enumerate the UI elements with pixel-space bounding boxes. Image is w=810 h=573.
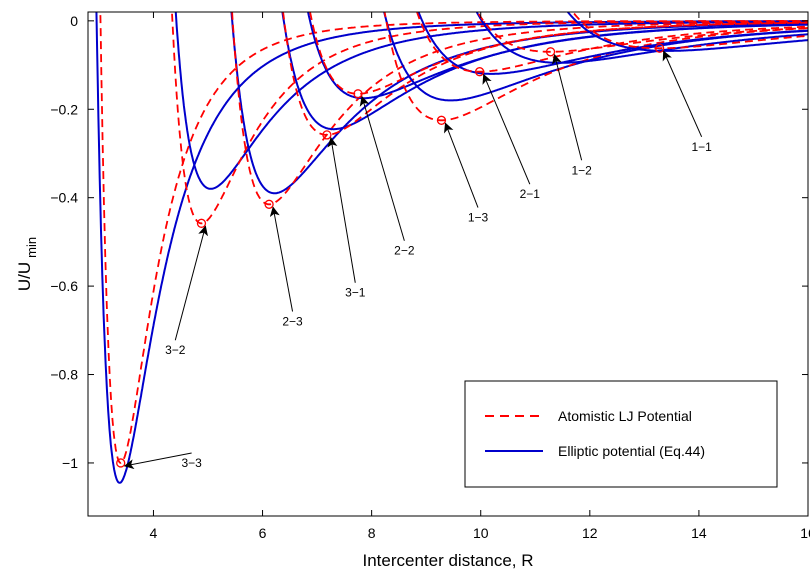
- ticks-group: 4 6 8 10 12 14 16 0 −0.2 −0.4 −0.6 −0.8 −1: [50, 12, 810, 541]
- lj-minimum-marker: [353, 89, 363, 99]
- elliptic-curve: [174, 12, 808, 190]
- annotation-arrow: [551, 53, 583, 161]
- elliptic-curve: [383, 12, 808, 102]
- annotation-label: 2−3: [282, 314, 303, 328]
- annotation-label: 2−1: [520, 187, 541, 201]
- y-tick-label: −1: [62, 455, 78, 471]
- lj-minimum-marker: [264, 199, 274, 209]
- annotation-arrow: [444, 122, 479, 208]
- annotation-label: 1−2: [571, 163, 592, 177]
- lj-minimum-marker: [545, 47, 556, 57]
- lj-curve: [309, 12, 808, 95]
- x-tick-label: 12: [582, 525, 598, 541]
- legend-box: [464, 380, 778, 488]
- x-axis-label: Intercenter distance, R: [362, 551, 533, 570]
- y-axis-label-group: U/U min: [15, 237, 39, 291]
- lj-minimum-marker: [436, 115, 447, 125]
- elliptic-curve: [475, 12, 808, 64]
- elliptic-curve: [566, 12, 808, 52]
- annotation-label: 2−2: [394, 244, 415, 258]
- annotation-label: 1−1: [691, 140, 712, 154]
- x-tick-label: 14: [691, 525, 707, 541]
- annotation-arrow: [359, 95, 405, 241]
- lj-minimum-marker: [474, 67, 485, 77]
- x-tick-label: 4: [150, 525, 158, 541]
- annotation-label: 3−2: [165, 343, 186, 357]
- elliptic-curve: [307, 12, 808, 100]
- annotation-label: 1−3: [468, 211, 489, 225]
- elliptic-curve: [281, 12, 808, 131]
- y-axis-label: U/U: [15, 262, 34, 291]
- y-tick-label: −0.6: [50, 278, 78, 294]
- y-tick-label: 0: [70, 13, 78, 29]
- annotation-arrow: [327, 136, 356, 283]
- annotation-arrow: [174, 225, 208, 341]
- x-tick-label: 6: [259, 525, 267, 541]
- x-tick-label: 16: [800, 525, 810, 541]
- annotation-label: 3−1: [345, 286, 366, 300]
- legend-label-elliptic: Elliptic potential (Eq.44): [558, 443, 705, 459]
- y-tick-label: −0.8: [50, 367, 78, 383]
- y-tick-label: −0.4: [50, 190, 78, 206]
- lj-curve: [571, 12, 808, 50]
- x-tick-label: 8: [368, 525, 376, 541]
- legend-label-lj: Atomistic LJ Potential: [558, 408, 692, 424]
- svg-text:U/Umin: U/U min: [15, 237, 39, 291]
- annotation-arrow: [123, 452, 192, 470]
- legend: Atomistic LJ Potential Elliptic potentia…: [464, 380, 778, 488]
- lj-curve: [171, 12, 808, 225]
- annotations-group: 3−3 3−2 2−3 3−1 2−2 1−3 2−1 1−2 1−1: [123, 50, 712, 470]
- lj-curve: [476, 12, 808, 53]
- lj-curve: [231, 12, 808, 206]
- annotation-arrow: [482, 73, 531, 185]
- y-tick-label: −0.2: [50, 101, 78, 117]
- elliptic-curve: [95, 12, 808, 484]
- plot-frame: [87, 11, 809, 517]
- x-tick-label: 10: [473, 525, 489, 541]
- annotation-arrow: [662, 50, 703, 138]
- y-axis-label-subscript: min: [24, 237, 39, 258]
- lj-minimum-marker: [654, 43, 665, 53]
- annotation-label: 3−3: [181, 456, 202, 470]
- curves-group: [95, 12, 808, 484]
- lj-minimum-marker: [322, 130, 332, 140]
- lj-curve: [99, 12, 808, 464]
- annotation-arrow: [269, 206, 294, 312]
- elliptic-curve: [417, 12, 808, 75]
- lj-curve: [416, 12, 808, 73]
